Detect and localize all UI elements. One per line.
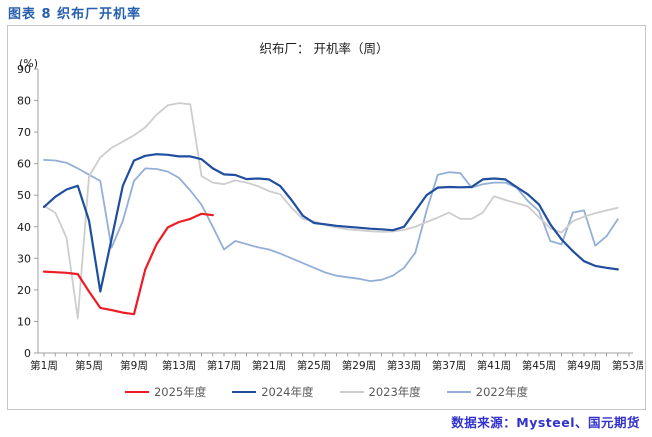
series-line-2024 — [42, 153, 619, 293]
legend-swatch-2023 — [339, 391, 364, 393]
y-tick-label: 40 — [17, 221, 31, 234]
line-chart-svg: 织布厂： 开机率（周） (%) 0 10 20 30 40 50 60 70 80 90 第1周 第5周 第… — [17, 41, 643, 372]
legend-item-2022: 2022年度 — [446, 384, 529, 400]
series-line-2025 — [42, 212, 214, 316]
x-tick-label: 第13周 — [162, 359, 196, 372]
legend-swatch-2024 — [232, 391, 257, 393]
legend-swatch-2025 — [124, 391, 149, 393]
y-axis-unit-label: (%) — [19, 57, 38, 70]
x-tick-label: 第25周 — [297, 359, 331, 372]
series-line-2022 — [43, 158, 619, 283]
y-tick-label: 60 — [17, 158, 31, 171]
legend-label-2024: 2024年度 — [261, 385, 314, 399]
y-tick-label: 0 — [24, 347, 31, 360]
x-tick-label: 第29周 — [342, 359, 376, 372]
x-tick-label: 第49周 — [567, 359, 601, 372]
y-tick-label: 10 — [17, 315, 31, 328]
y-tick-label: 70 — [17, 126, 31, 139]
legend-label-2022: 2022年度 — [475, 385, 529, 399]
y-tick-label: 20 — [17, 284, 31, 297]
x-tick-label: 第53周 — [612, 359, 643, 372]
y-tick-label: 30 — [17, 252, 31, 265]
series-line-2023 — [43, 102, 619, 320]
legend-item-2025: 2025年度 — [124, 384, 207, 400]
x-tick-label: 第17周 — [207, 359, 241, 372]
x-tick-label: 第1周 — [30, 359, 58, 372]
legend-item-2023: 2023年度 — [339, 384, 421, 400]
x-tick-label: 第45周 — [522, 359, 556, 372]
y-tick-label: 50 — [17, 189, 31, 202]
chart-title: 织布厂： 开机率（周） — [260, 41, 389, 56]
x-tick-label: 第5周 — [75, 359, 103, 372]
legend-item-2024: 2024年度 — [232, 384, 314, 400]
data-source-note: 数据来源：Mysteel、国元期货 — [451, 415, 640, 430]
y-tick-label: 80 — [17, 95, 31, 108]
page-title: 图表 8 织布厂开机率 — [8, 7, 142, 22]
x-tick-label: 第37周 — [432, 359, 466, 372]
x-tick-label: 第33周 — [387, 359, 421, 372]
chart-legend: 2025年度 2024年度 2023年度 2022年度 — [8, 384, 645, 400]
chart-panel: 织布厂： 开机率（周） (%) 0 10 20 30 40 50 60 70 80 90 第1周 第5周 第… — [7, 25, 646, 410]
legend-label-2025: 2025年度 — [153, 385, 207, 399]
legend-label-2023: 2023年度 — [368, 385, 421, 399]
x-tick-label: 第9周 — [120, 359, 148, 372]
x-tick-label: 第41周 — [477, 359, 511, 372]
axes — [34, 68, 633, 357]
x-tick-label: 第21周 — [252, 359, 286, 372]
y-tick-label: 90 — [17, 63, 31, 76]
legend-swatch-2022 — [446, 391, 471, 393]
